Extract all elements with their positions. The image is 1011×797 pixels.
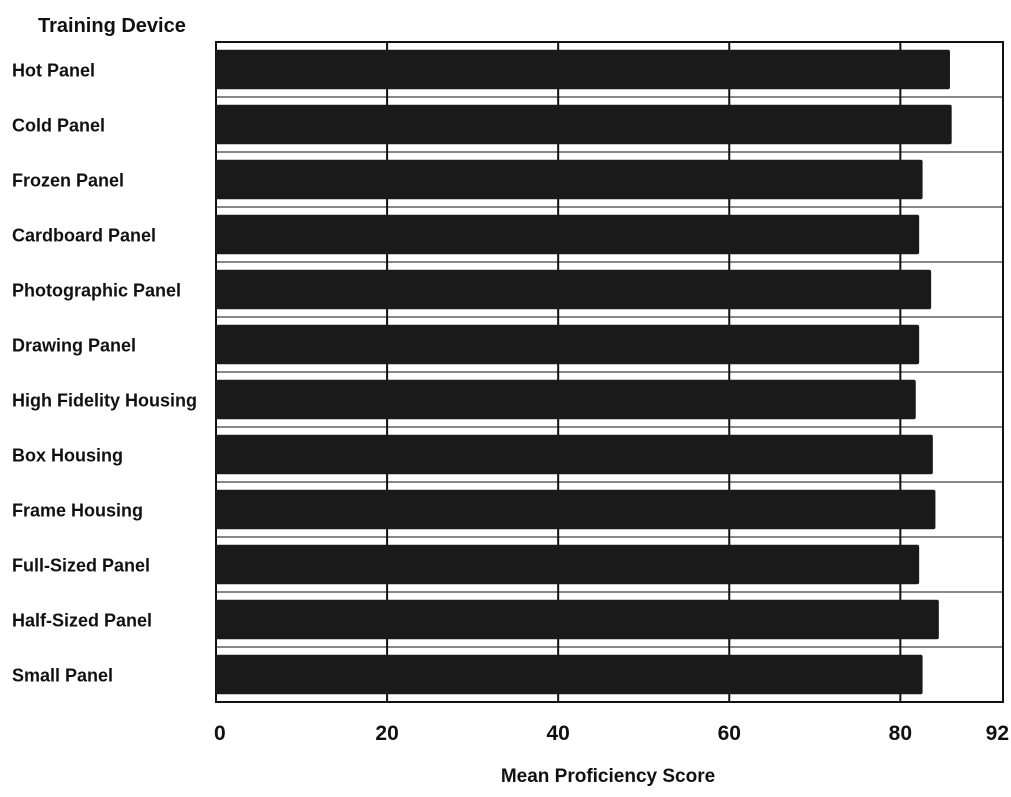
bar-frozen-panel [216,159,923,200]
chart-title: Training Device [38,15,186,37]
bar-half-sized-panel [216,599,939,640]
x-tick-label: 92 [986,722,1009,745]
bar-cold-panel [216,104,952,145]
x-tick-label: 40 [546,722,569,745]
category-label: Drawing Panel [12,336,136,356]
x-tick-label: 60 [718,722,741,745]
x-tick-label: 0 [214,722,226,745]
category-label: Cardboard Panel [12,226,156,246]
bar-high-fidelity-housing [216,379,916,420]
bar-cardboard-panel [216,214,920,255]
bar-photographic-panel [216,269,932,310]
bar-small-panel [216,654,923,695]
category-label: Full-Sized Panel [12,556,150,576]
bar-frame-housing [216,489,936,530]
category-label: Box Housing [12,446,123,466]
category-label: Half-Sized Panel [12,611,152,631]
x-axis-title: Mean Proficiency Score [501,766,715,787]
category-label: Photographic Panel [12,281,181,301]
bar-drawing-panel [216,324,920,365]
x-tick-label: 80 [889,722,912,745]
category-label: Hot Panel [12,61,95,81]
category-label: High Fidelity Housing [12,391,197,411]
bar-full-sized-panel [216,544,920,585]
bar-box-housing [216,434,933,475]
category-label: Frozen Panel [12,171,124,191]
bar-hot-panel [216,49,950,90]
x-tick-label: 20 [375,722,398,745]
category-label: Small Panel [12,666,113,686]
category-label: Cold Panel [12,116,105,136]
category-label: Frame Housing [12,501,143,521]
